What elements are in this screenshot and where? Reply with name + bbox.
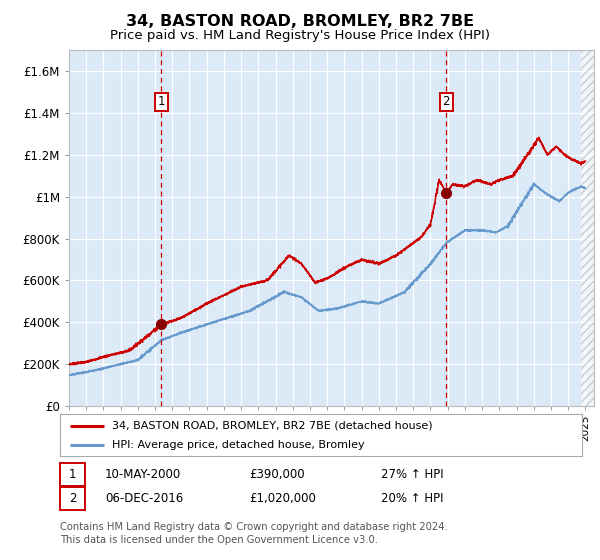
Text: 2: 2 (443, 95, 450, 109)
Text: Price paid vs. HM Land Registry's House Price Index (HPI): Price paid vs. HM Land Registry's House … (110, 29, 490, 42)
Text: 1: 1 (158, 95, 165, 109)
Text: £390,000: £390,000 (249, 468, 305, 481)
Text: 06-DEC-2016: 06-DEC-2016 (105, 492, 183, 505)
Text: Contains HM Land Registry data © Crown copyright and database right 2024.
This d: Contains HM Land Registry data © Crown c… (60, 522, 448, 545)
Text: 34, BASTON ROAD, BROMLEY, BR2 7BE (detached house): 34, BASTON ROAD, BROMLEY, BR2 7BE (detac… (112, 421, 433, 431)
Text: 10-MAY-2000: 10-MAY-2000 (105, 468, 181, 481)
Text: HPI: Average price, detached house, Bromley: HPI: Average price, detached house, Brom… (112, 440, 365, 450)
Text: 1: 1 (69, 468, 76, 481)
Text: 34, BASTON ROAD, BROMLEY, BR2 7BE: 34, BASTON ROAD, BROMLEY, BR2 7BE (126, 14, 474, 29)
Text: 27% ↑ HPI: 27% ↑ HPI (381, 468, 443, 481)
Text: 20% ↑ HPI: 20% ↑ HPI (381, 492, 443, 505)
Bar (581, 50, 594, 406)
Text: 2: 2 (69, 492, 76, 505)
Text: £1,020,000: £1,020,000 (249, 492, 316, 505)
